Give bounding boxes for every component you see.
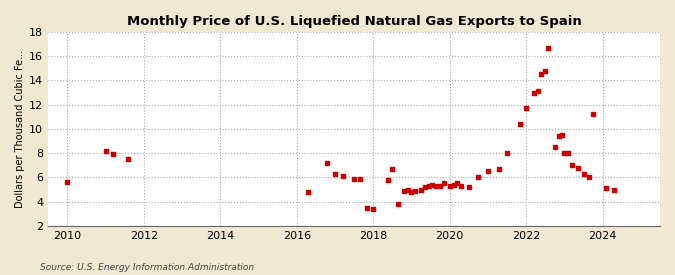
Point	[456, 184, 466, 188]
Point	[566, 163, 577, 167]
Point	[549, 145, 560, 149]
Point	[540, 68, 551, 73]
Point	[563, 151, 574, 155]
Point	[431, 184, 441, 188]
Point	[532, 89, 543, 94]
Point	[387, 167, 398, 171]
Point	[601, 186, 612, 191]
Point	[406, 190, 417, 194]
Point	[419, 185, 430, 189]
Point	[584, 175, 595, 180]
Point	[494, 167, 505, 171]
Point	[448, 183, 459, 187]
Point	[557, 133, 568, 137]
Point	[123, 157, 134, 161]
Point	[427, 183, 438, 187]
Point	[398, 189, 409, 193]
Point	[393, 202, 404, 206]
Point	[100, 148, 111, 153]
Point	[423, 184, 434, 188]
Point	[416, 187, 427, 192]
Point	[383, 178, 394, 182]
Point	[572, 166, 583, 170]
Point	[529, 90, 539, 95]
Point	[410, 189, 421, 193]
Point	[108, 152, 119, 156]
Point	[473, 175, 484, 180]
Point	[368, 207, 379, 211]
Point	[322, 161, 333, 165]
Point	[452, 181, 463, 185]
Point	[520, 106, 531, 111]
Point	[464, 185, 475, 189]
Point	[554, 134, 564, 138]
Point	[578, 172, 589, 176]
Point	[609, 187, 620, 192]
Point	[543, 45, 554, 50]
Point	[588, 112, 599, 117]
Point	[444, 184, 455, 188]
Point	[502, 151, 512, 155]
Point	[362, 205, 373, 210]
Point	[402, 187, 413, 192]
Point	[435, 184, 446, 189]
Point	[515, 122, 526, 126]
Point	[536, 72, 547, 76]
Point	[483, 169, 493, 174]
Y-axis label: Dollars per Thousand Cubic Fe...: Dollars per Thousand Cubic Fe...	[15, 50, 25, 208]
Text: Source: U.S. Energy Information Administration: Source: U.S. Energy Information Administ…	[40, 263, 254, 272]
Point	[349, 177, 360, 181]
Point	[338, 174, 348, 178]
Point	[62, 180, 73, 185]
Point	[354, 177, 365, 181]
Point	[303, 190, 314, 194]
Point	[559, 151, 570, 155]
Point	[439, 181, 450, 186]
Point	[329, 172, 340, 176]
Title: Monthly Price of U.S. Liquefied Natural Gas Exports to Spain: Monthly Price of U.S. Liquefied Natural …	[127, 15, 581, 28]
